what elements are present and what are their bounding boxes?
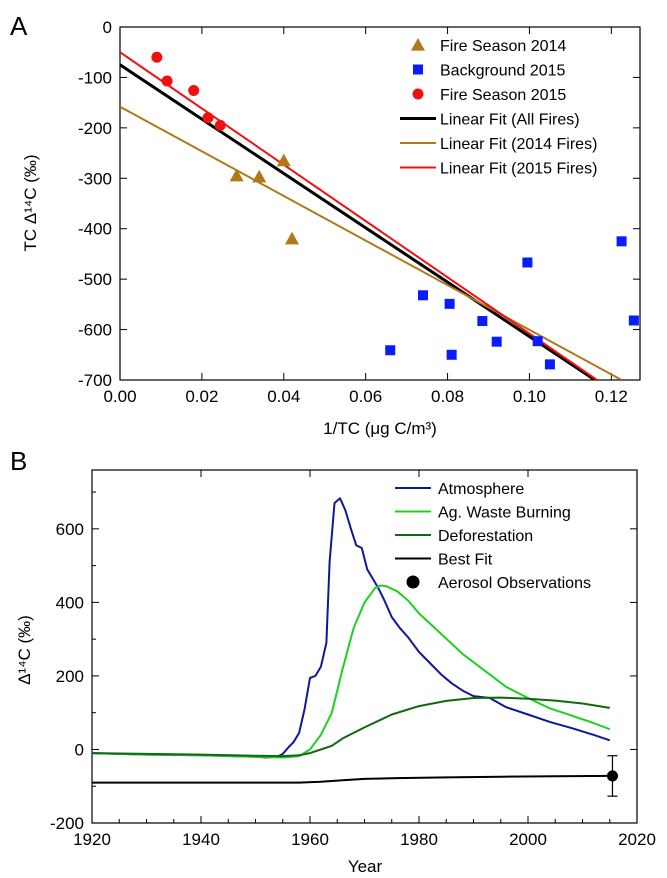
background-2015-point [544,359,555,370]
panel-b-plot-area [92,497,618,797]
background-2015-point [628,315,639,326]
y-tick-label: -200 [50,814,84,833]
panel-a-letter: A [10,11,28,41]
legend-fire-season-2014-swatch [411,38,425,51]
x-tick-label: 0.08 [431,387,464,406]
legend-aerosol-observations-label: Aerosol Observations [438,575,591,592]
best-fit-line [92,774,610,784]
x-tick-label: 0.04 [267,387,300,406]
legend-fire-season-2015-label: Fire Season 2015 [440,87,566,104]
y-tick-label: -300 [78,169,112,188]
legend-aerosol-observations-swatch [406,575,420,589]
fire-season-2015-point [161,75,173,87]
fire-season-2014-point [229,168,244,182]
x-tick-label: 1920 [73,830,111,849]
panel-b-legend: Atmosphere Ag. Waste Burning Deforestation… [395,481,591,592]
linear-fit-2015-fires-line [120,51,598,380]
panel-b-x-axis-label: Year [348,857,383,876]
background-2015-point [616,236,627,247]
panel-b-x-ticks: 1920 1940 1960 1980 2000 2020 [73,470,656,849]
panel-a-y-ticks: 0 -100 -200 -300 -400 -500 -600 -700 [78,18,640,390]
x-tick-label: 2000 [509,830,547,849]
panel-a-x-axis-label: 1/TC (μg C/m³) [323,419,437,438]
fire-season-2015-point [151,51,163,63]
x-tick-label: 0.00 [103,387,136,406]
y-tick-label: 0 [75,740,84,759]
background-2015-point [417,290,428,301]
fire-season-2015-point [202,112,214,124]
x-tick-label: 1960 [291,830,329,849]
x-tick-label: 2020 [618,830,656,849]
y-tick-label: -500 [78,270,112,289]
background-2015-point [385,345,396,356]
legend-best-fit-label: Best Fit [438,552,493,569]
panel-b-y-ticks: -200 0 200 400 600 [50,491,637,833]
aerosol-observations-point [606,770,618,782]
fire-season-2014-point [276,153,291,167]
y-tick-label: 400 [56,593,84,612]
fire-season-2015-point [188,85,200,97]
y-tick-label: -200 [78,119,112,138]
panel-a-plot-area [120,51,639,380]
linear-fit-all-fires-line [120,63,596,380]
panel-b-frame [91,469,638,824]
y-tick-label: -700 [78,371,112,390]
background-2015-point [444,298,455,309]
panel-a-frame [119,26,641,381]
legend-deforestation-label: Deforestation [438,528,533,545]
panel-b-y-axis-label: Δ¹⁴C (‰) [15,615,34,685]
y-tick-label: -400 [78,220,112,239]
legend-background-2015-label: Background 2015 [440,63,566,80]
fire-season-2014-point [252,169,267,183]
background-2015-point [446,349,457,360]
x-tick-label: 1980 [400,830,438,849]
panel-a-legend: Fire Season 2014 Background 2015 Fire Seas… [400,38,597,178]
legend-ag-waste-burning-label: Ag. Waste Burning [438,505,571,522]
background-2015-point [477,315,488,326]
panel-b-letter: B [10,446,27,476]
ag-waste-burning-line [92,584,611,759]
y-tick-label: 0 [103,18,112,37]
legend-linear-fit-2014-fires-label: Linear Fit (2014 Fires) [440,136,597,153]
x-tick-label: 0.06 [349,387,382,406]
fire-season-2014-point [284,231,299,245]
legend-atmosphere-label: Atmosphere [438,481,524,498]
legend-background-2015-swatch [413,64,423,75]
panel-a: A 0.00 0.02 0.04 0.06 0.08 0.10 0.12 0 -100 -200… [10,11,641,438]
legend-linear-fit-all-fires-label: Linear Fit (All Fires) [440,112,580,129]
y-tick-label: 200 [56,667,84,686]
deforestation-line [92,696,610,758]
background-2015-point [491,336,502,347]
x-tick-label: 0.10 [513,387,546,406]
legend-fire-season-2014-label: Fire Season 2014 [440,38,566,55]
background-2015-point [522,257,533,268]
x-tick-label: 0.02 [185,387,218,406]
fire-season-2015-point [214,119,226,131]
x-tick-label: 1940 [182,830,220,849]
background-2015-point [532,336,543,347]
panel-a-y-axis-label: TC Δ¹⁴C (‰) [21,154,40,251]
legend-fire-season-2015-swatch [412,88,424,100]
legend-linear-fit-2015-fires-label: Linear Fit (2015 Fires) [440,161,597,178]
y-tick-label: -100 [78,68,112,87]
atmosphere-line [92,497,611,759]
y-tick-label: -600 [78,321,112,340]
x-tick-label: 0.12 [595,387,628,406]
linear-fit-2014-fires-line [120,105,623,380]
y-tick-label: 600 [56,520,84,539]
panel-b: B 1920 1940 1960 1980 2000 2020 -200 0 200 400 60… [10,446,656,876]
